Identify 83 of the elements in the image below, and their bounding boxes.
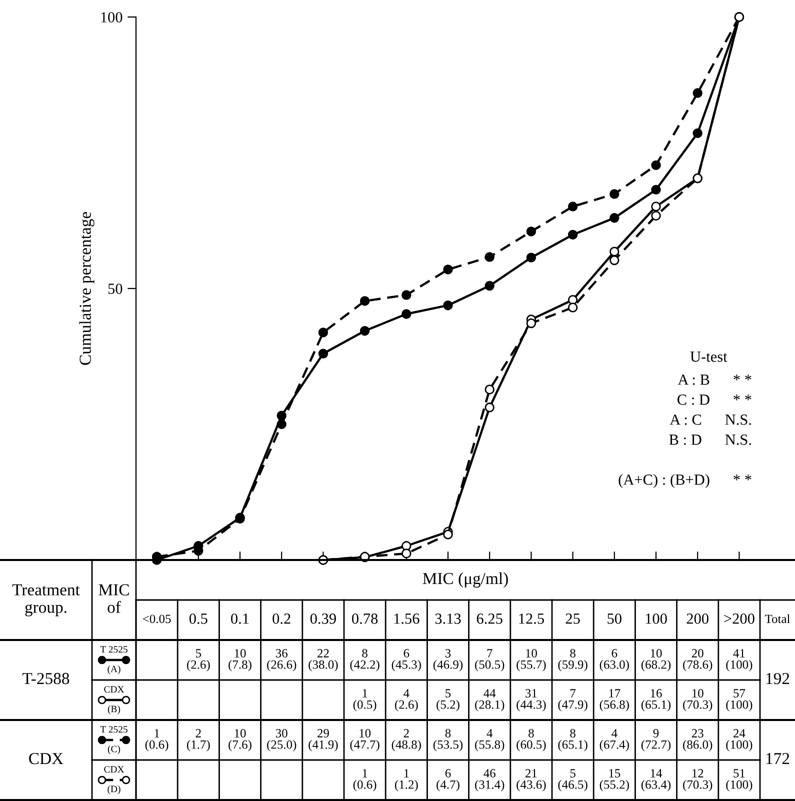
data-label: 1 (0.5)	[353, 689, 376, 712]
x-tick-label: 0.2	[272, 614, 290, 624]
data-label: 8 (59.9)	[558, 649, 588, 672]
data-label: 7 (47.9)	[558, 689, 588, 712]
data-label: 10 (7.8)	[228, 649, 252, 672]
data-label: 10 (47.7)	[350, 729, 380, 752]
data-label: 15 (55.2)	[600, 769, 629, 792]
data-label: 23 (86.0)	[683, 729, 712, 752]
x-tick-label: 50	[608, 614, 622, 624]
data-label: 8 (65.1)	[558, 729, 588, 752]
data-label: 1 (1.2)	[394, 769, 418, 792]
data-label: 30 (25.0)	[267, 729, 296, 752]
x-tick-label: 6.25	[476, 614, 502, 624]
text: Total	[764, 614, 790, 624]
x-tick-label: 100	[646, 614, 667, 624]
data-label: 1 (0.6)	[145, 729, 168, 752]
annotation: (A+C) : (B+D) * *	[618, 474, 752, 488]
data-label: 51 (100)	[726, 769, 752, 792]
data-label: 7 (50.5)	[475, 649, 504, 672]
text: CDX (B)	[104, 686, 124, 714]
data-label: 9 (72.7)	[641, 729, 671, 752]
text: T 2525 (A)	[100, 646, 128, 674]
x-tick-label: 0.78	[352, 614, 378, 624]
x-axis-title: MIC (μg/ml)	[422, 572, 508, 588]
text: T 2525 (C)	[100, 726, 128, 754]
annotation: B : D N.S.	[669, 434, 751, 445]
x-tick-label: 0.1	[231, 614, 249, 624]
data-label: 16 (65.1)	[641, 689, 671, 712]
data-label: 41 (100)	[726, 649, 752, 672]
x-tick-label: 200	[686, 614, 708, 624]
x-tick-label: 1.56	[394, 614, 420, 624]
annotation: A : C N.S.	[670, 414, 751, 425]
data-label: 22 (38.0)	[308, 649, 338, 672]
text: Treatment group.	[12, 584, 80, 616]
data-label: 5 (46.5)	[558, 769, 588, 792]
x-tick-label: <0.05	[142, 614, 171, 624]
text: CDX (D)	[104, 766, 124, 794]
x-tick-label: >200	[724, 614, 754, 624]
data-label: 4 (2.6)	[394, 689, 418, 712]
x-tick-label: 25	[566, 614, 580, 624]
text: CDX	[29, 752, 64, 764]
data-label: 46 (31.4)	[475, 769, 504, 792]
x-tick-label: 0.5	[189, 614, 208, 624]
data-label: 24 (100)	[726, 729, 752, 752]
data-label: 10 (70.3)	[683, 689, 712, 712]
data-label: 20 (78.6)	[683, 649, 712, 672]
annotation: A : B * *	[678, 374, 752, 385]
data-label: 5 (2.6)	[186, 649, 210, 672]
data-label: 3 (46.9)	[433, 649, 463, 672]
data-label: 1 (0.6)	[353, 769, 376, 792]
data-label: 4 (67.4)	[600, 729, 629, 752]
data-label: 57 (100)	[726, 689, 752, 712]
data-label: 6 (4.7)	[436, 769, 460, 792]
y-axis-title: Cumulative percentage	[79, 212, 94, 365]
data-label: 6 (63.0)	[600, 649, 629, 672]
data-label: 29 (41.9)	[308, 729, 338, 752]
data-label: 6 (45.3)	[392, 649, 421, 672]
data-label: 8 (60.5)	[516, 729, 546, 752]
data-label: 8 (42.2)	[350, 649, 380, 672]
text: T-2588	[22, 672, 70, 684]
text: 172	[766, 752, 790, 764]
x-tick-label: 12.5	[519, 614, 544, 624]
data-label: 31 (44.3)	[516, 689, 546, 712]
text: MIC of	[98, 584, 129, 613]
data-label: 10 (55.7)	[516, 649, 546, 672]
data-label: 21 (43.6)	[516, 769, 546, 792]
text: 192	[766, 672, 790, 684]
x-tick-label: 3.13	[435, 614, 461, 624]
data-label: 5 (5.2)	[436, 689, 460, 712]
data-label: 8 (53.5)	[433, 729, 463, 752]
annotation: U-test	[690, 352, 728, 362]
annotation: C : D * *	[678, 394, 752, 405]
data-label: 4 (55.8)	[475, 729, 504, 752]
data-label: 2 (48.8)	[392, 729, 421, 752]
data-label: 2 (1.7)	[186, 729, 210, 752]
data-label: 10 (68.2)	[641, 649, 671, 672]
data-label: 17 (56.8)	[600, 689, 629, 712]
data-label: 44 (28.1)	[475, 689, 504, 712]
data-label: 36 (26.6)	[267, 649, 296, 672]
data-label: 14 (63.4)	[641, 769, 671, 792]
data-label: 12 (70.3)	[683, 769, 712, 792]
x-tick-label: 0.39	[310, 614, 336, 624]
data-label: 10 (7.6)	[228, 729, 252, 752]
